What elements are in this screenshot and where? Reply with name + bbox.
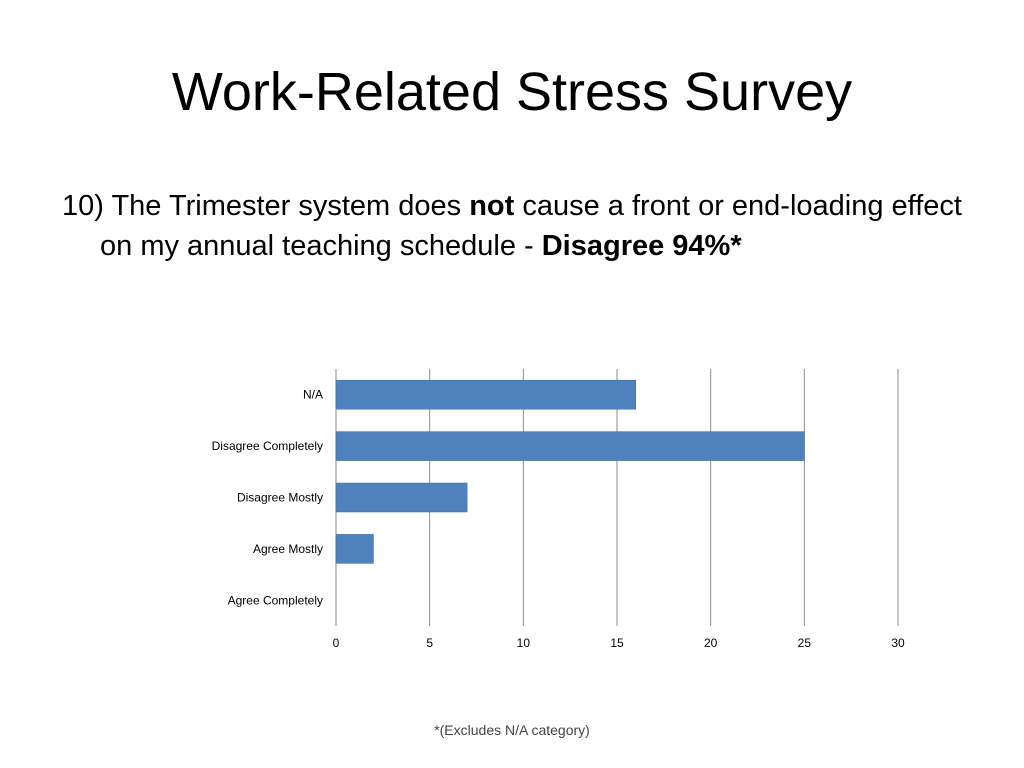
- x-tick-label: 25: [798, 636, 812, 650]
- bar: [335, 379, 636, 410]
- footnote: *(Excludes N/A category): [434, 722, 590, 738]
- x-tick-label: 15: [610, 636, 624, 650]
- y-category-label: N/A: [303, 388, 323, 402]
- x-tick-label: 20: [704, 636, 718, 650]
- question-emphasis: not: [469, 190, 515, 222]
- y-category-label: Disagree Mostly: [237, 491, 323, 505]
- x-tick-label: 10: [517, 636, 531, 650]
- x-tick-label: 0: [333, 636, 340, 650]
- y-category-label: Agree Completely: [228, 593, 323, 607]
- x-tick-label: 5: [426, 636, 433, 650]
- slide-title: Work-Related Stress Survey: [171, 62, 853, 122]
- bar: [335, 482, 468, 513]
- question-middle: cause a front or end-loading effect on m…: [100, 190, 962, 262]
- y-category-label: Agree Mostly: [253, 542, 323, 556]
- question-text: 10) The Trimester system does not cause …: [62, 186, 1000, 266]
- bar: [335, 431, 805, 461]
- x-tick-label: 30: [891, 636, 905, 650]
- bar: [335, 534, 374, 564]
- question-result: Disagree 94%*: [541, 230, 742, 262]
- question-prefix: 10) The Trimester system does: [62, 190, 470, 222]
- y-category-label: Disagree Completely: [212, 439, 323, 453]
